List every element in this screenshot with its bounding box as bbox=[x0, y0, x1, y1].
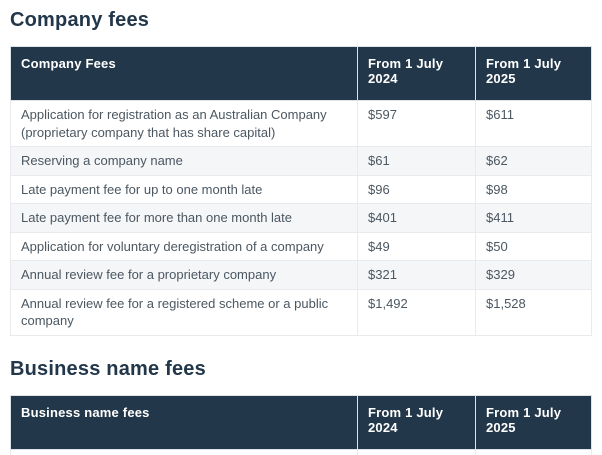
fee-2025-cell: $329 bbox=[475, 260, 592, 290]
section-heading-business-name-fees: Business name fees bbox=[10, 357, 206, 380]
fee-2024-cell: $96 bbox=[357, 174, 476, 204]
column-header-company-fees: Company Fees bbox=[10, 46, 358, 101]
fee-2024-cell: $1,492 bbox=[357, 288, 476, 336]
fee-2024-cell: $44 bbox=[357, 448, 476, 455]
fee-2025-cell: $611 bbox=[475, 100, 592, 147]
column-header-from-1-july-2025: From 1 July 2025 bbox=[475, 46, 592, 101]
fee-label-cell: Annual review fee for a proprietary comp… bbox=[10, 260, 358, 290]
fee-2024-cell: $321 bbox=[357, 260, 476, 290]
column-header-from-1-july-2024: From 1 July 2024 bbox=[357, 46, 476, 101]
fee-2025-cell: $62 bbox=[475, 146, 592, 176]
fee-2024-cell: $49 bbox=[357, 231, 476, 261]
fee-2025-cell: $411 bbox=[475, 203, 592, 233]
fee-2025-cell: $45 bbox=[475, 448, 592, 455]
fee-2024-cell: $401 bbox=[357, 203, 476, 233]
table-row: Late payment fee for up to one month lat… bbox=[10, 174, 592, 204]
fee-label-cell: Application for voluntary deregistration… bbox=[10, 231, 358, 261]
fee-label-cell: Late payment fee for up to one month lat… bbox=[10, 174, 358, 204]
table-row: Reserving a company name $61 $62 bbox=[10, 146, 592, 176]
column-header-from-1-july-2024: From 1 July 2024 bbox=[357, 394, 476, 450]
business-name-fees-table: Business name fees From 1 July 2024 From… bbox=[10, 394, 592, 455]
fee-2025-cell: $50 bbox=[475, 231, 592, 261]
table-row: Registration or renewal for one year $44… bbox=[10, 448, 592, 455]
fee-2024-cell: $597 bbox=[357, 100, 476, 147]
fee-2025-cell: $98 bbox=[475, 174, 592, 204]
table-row: Annual review fee for a registered schem… bbox=[10, 288, 592, 336]
table-row: Application for voluntary deregistration… bbox=[10, 231, 592, 261]
section-heading-company-fees: Company fees bbox=[10, 9, 150, 31]
fee-label-cell: Application for registration as an Austr… bbox=[10, 100, 358, 147]
table-row: Late payment fee for more than one month… bbox=[10, 203, 592, 233]
fee-label-cell: Reserving a company name bbox=[10, 146, 358, 176]
table-header-row: Company Fees From 1 July 2024 From 1 Jul… bbox=[10, 46, 592, 101]
table-row: Annual review fee for a proprietary comp… bbox=[10, 260, 592, 290]
table-header-row: Business name fees From 1 July 2024 From… bbox=[10, 394, 592, 450]
fee-2025-cell: $1,528 bbox=[475, 288, 592, 336]
table-row: Application for registration as an Austr… bbox=[10, 100, 592, 147]
fee-label-cell: Registration or renewal for one year bbox=[10, 448, 358, 455]
fee-label-cell: Annual review fee for a registered schem… bbox=[10, 288, 358, 336]
fee-label-cell: Late payment fee for more than one month… bbox=[10, 203, 358, 233]
fee-2024-cell: $61 bbox=[357, 146, 476, 176]
column-header-from-1-july-2025: From 1 July 2025 bbox=[475, 394, 592, 450]
company-fees-table: Company Fees From 1 July 2024 From 1 Jul… bbox=[10, 46, 592, 336]
column-header-business-name-fees: Business name fees bbox=[10, 394, 358, 450]
